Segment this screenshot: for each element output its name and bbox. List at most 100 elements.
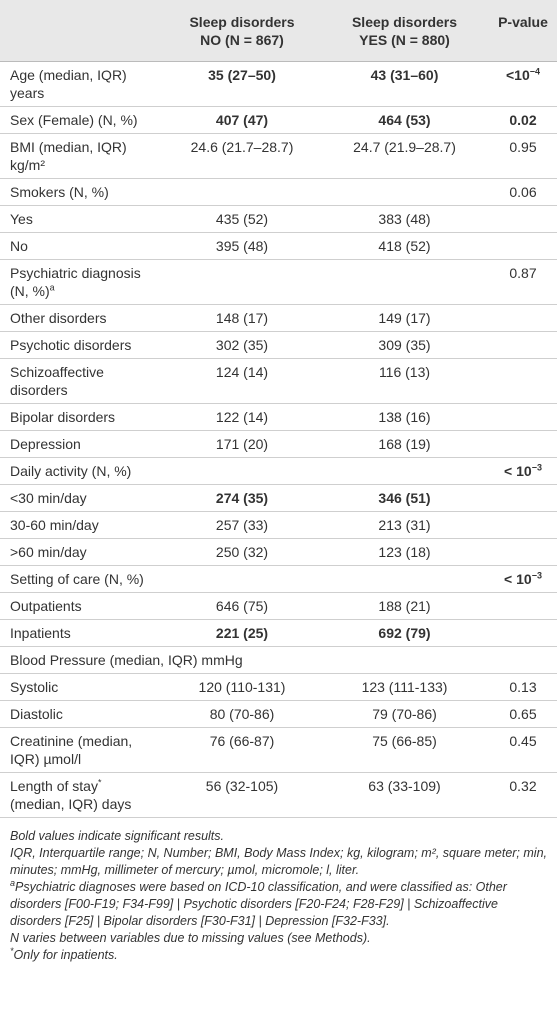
table-row: Smokers (N, %) 0.06 — [0, 178, 557, 206]
cell-text: Daily activity (N, %) — [10, 463, 132, 479]
table-row: Length of stay* (median, IQR) days 56 (32-… — [0, 772, 557, 818]
cell-text: < 10 — [504, 463, 532, 479]
value-cell: 0.45 — [485, 727, 557, 773]
table-row: Schizoaffective disorders 124 (14) 116 (13) — [0, 358, 557, 404]
cell-text: 120 (110-131) — [198, 679, 286, 695]
cell-text: 383 (48) — [378, 211, 431, 227]
row-label: Setting of care (N, %) — [0, 565, 160, 593]
cell-text: 188 (21) — [378, 598, 431, 614]
value-cell: 24.7 (21.9–28.7) — [320, 133, 485, 179]
footnote: *Only for inpatients. — [10, 945, 549, 964]
row-label: Age (median, IQR) years — [0, 61, 160, 107]
table-row: >60 min/day 250 (32) 123 (18) — [0, 538, 557, 566]
cell-text: 79 (70-86) — [372, 706, 437, 722]
cell-text: Psychotic disorders — [10, 337, 132, 353]
header-cell: P-value — [485, 0, 557, 62]
value-cell — [320, 565, 485, 593]
superscript: −3 — [531, 462, 542, 473]
cell-text: >60 min/day — [10, 544, 87, 560]
superscript: a — [10, 877, 16, 888]
row-label: Inpatients — [0, 619, 160, 647]
value-cell: 0.13 — [485, 673, 557, 701]
value-cell: 43 (31–60) — [320, 61, 485, 107]
row-label: 30-60 min/day — [0, 511, 160, 539]
cell-text: 692 (79) — [378, 625, 431, 641]
table-row: Yes 435 (52) 383 (48) — [0, 205, 557, 233]
cell-text: 257 (33) — [215, 517, 269, 533]
value-cell: 302 (35) — [160, 331, 320, 359]
value-cell — [485, 484, 557, 512]
cell-text: P-value — [498, 14, 548, 30]
table-row: Daily activity (N, %) < 10−3 — [0, 457, 557, 485]
cell-text: 43 (31–60) — [370, 67, 439, 83]
cell-text: 309 (35) — [378, 337, 431, 353]
cell-text: <10 — [505, 67, 530, 83]
value-cell — [485, 403, 557, 431]
value-cell: 76 (66-87) — [160, 727, 320, 773]
footnote: N varies between variables due to missin… — [10, 930, 549, 947]
table-row: Diastolic 80 (70-86) 79 (70-86) 0.65 — [0, 700, 557, 728]
cell-text: 0.87 — [509, 265, 537, 281]
value-cell: 435 (52) — [160, 205, 320, 233]
cell-text: 124 (14) — [215, 364, 269, 380]
value-cell: 168 (19) — [320, 430, 485, 458]
value-cell — [485, 619, 557, 647]
row-label: Psychotic disorders — [0, 331, 160, 359]
superscript: * — [10, 945, 14, 956]
value-cell: 120 (110-131) — [160, 673, 320, 701]
cell-text: Diastolic — [10, 706, 63, 722]
cell-text: 24.7 (21.9–28.7) — [353, 139, 456, 155]
value-cell: 35 (27–50) — [160, 61, 320, 107]
cell-text: BMI (median, IQR) — [10, 139, 127, 155]
cell-text: Inpatients — [10, 625, 71, 641]
cell-text: Setting of care (N, %) — [10, 571, 144, 587]
cell-text: <30 min/day — [10, 490, 87, 506]
value-cell: 0.95 — [485, 133, 557, 179]
value-cell — [485, 358, 557, 404]
cell-text: 30-60 min/day — [10, 517, 99, 533]
superscript: * — [97, 777, 102, 788]
value-cell: < 10−3 — [485, 457, 557, 485]
cell-text: 213 (31) — [378, 517, 431, 533]
row-label: Depression — [0, 430, 160, 458]
cell-text: 302 (35) — [215, 337, 269, 353]
footnotes: Bold values indicate significant results… — [0, 818, 557, 964]
value-cell — [320, 178, 485, 206]
cell-text: 0.02 — [509, 112, 537, 128]
value-cell: 188 (21) — [320, 592, 485, 620]
superscript: −3 — [531, 570, 542, 581]
cell-text: Bold values indicate significant results… — [10, 829, 225, 843]
header-row: Sleep disorders NO (N = 867) Sleep disorde… — [0, 0, 557, 62]
cell-text: disorders — [10, 382, 68, 398]
header-cell: Sleep disorders NO (N = 867) — [160, 0, 320, 62]
value-cell: 149 (17) — [320, 304, 485, 332]
cell-text: 24.6 (21.7–28.7) — [190, 139, 294, 155]
cell-text: Psychiatric diagnoses were based on ICD-… — [10, 880, 507, 928]
value-cell — [485, 511, 557, 539]
value-cell — [485, 304, 557, 332]
value-cell: 274 (35) — [160, 484, 320, 512]
value-cell — [160, 259, 320, 305]
cell-text: Systolic — [10, 679, 59, 695]
cell-text: 407 (47) — [215, 112, 269, 128]
value-cell — [485, 430, 557, 458]
cell-text: 346 (51) — [378, 490, 431, 506]
cell-text: 0.65 — [509, 706, 537, 722]
value-cell: 407 (47) — [160, 106, 320, 134]
row-label: Psychiatric diagnosis (N, %)a — [0, 259, 160, 305]
value-cell: 309 (35) — [320, 331, 485, 359]
header-cell: Sleep disorders YES (N = 880) — [320, 0, 485, 62]
table-row: BMI (median, IQR) kg/m² 24.6 (21.7–28.7) 24… — [0, 133, 557, 179]
cell-text: 646 (75) — [215, 598, 269, 614]
value-cell: 692 (79) — [320, 619, 485, 647]
value-cell: 123 (18) — [320, 538, 485, 566]
table-row: Systolic 120 (110-131) 123 (111-133) 0.13 — [0, 673, 557, 701]
cell-text: Only for inpatients. — [13, 948, 118, 962]
footnote: Bold values indicate significant results… — [10, 828, 549, 845]
cell-text: 171 (20) — [215, 436, 269, 452]
row-label: Bipolar disorders — [0, 403, 160, 431]
table-row: Setting of care (N, %) < 10−3 — [0, 565, 557, 593]
value-cell: 0.87 — [485, 259, 557, 305]
table-row: Age (median, IQR) years 35 (27–50) 43 (31–6… — [0, 61, 557, 107]
cell-text: 418 (52) — [378, 238, 431, 254]
